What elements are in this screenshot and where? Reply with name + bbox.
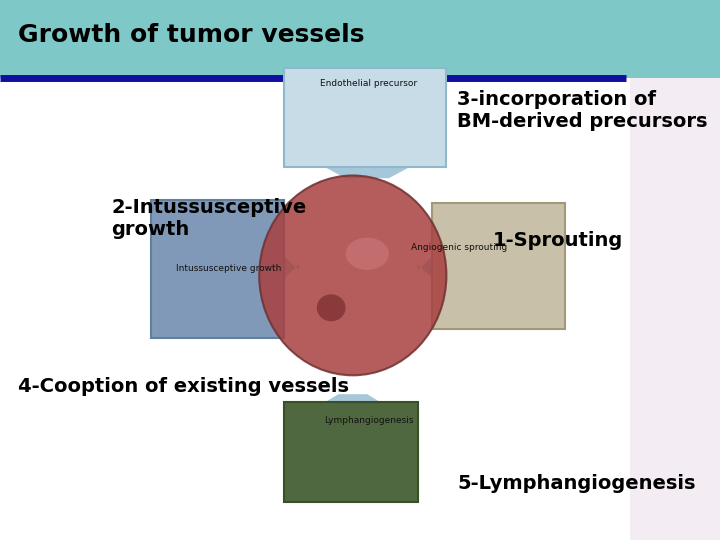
Text: Growth of tumor vessels: Growth of tumor vessels [18, 23, 364, 47]
Ellipse shape [346, 238, 389, 270]
Bar [630, 78, 720, 540]
Text: Lymphangiogenesis: Lymphangiogenesis [324, 416, 413, 424]
FancyBboxPatch shape [151, 200, 284, 338]
FancyBboxPatch shape [284, 402, 418, 502]
Polygon shape [320, 394, 385, 405]
Polygon shape [320, 165, 414, 178]
Text: Intussusceptive growth: Intussusceptive growth [176, 265, 282, 273]
Bar [0, 0, 720, 78]
FancyBboxPatch shape [432, 202, 565, 329]
Ellipse shape [259, 176, 446, 375]
Text: 1-Sprouting: 1-Sprouting [493, 231, 624, 250]
Polygon shape [418, 254, 436, 281]
Text: 3-incorporation of
BM-derived precursors: 3-incorporation of BM-derived precursors [457, 90, 708, 131]
Polygon shape [281, 254, 299, 281]
FancyBboxPatch shape [284, 68, 446, 167]
Text: Angiogenic sprouting: Angiogenic sprouting [411, 243, 508, 252]
Text: 5-Lymphangiogenesis: 5-Lymphangiogenesis [457, 474, 696, 493]
Text: 4-Cooption of existing vessels: 4-Cooption of existing vessels [18, 376, 349, 396]
Text: Endothelial precursor: Endothelial precursor [320, 79, 417, 88]
Ellipse shape [317, 294, 346, 321]
Text: 2-Intussusceptive
growth: 2-Intussusceptive growth [112, 198, 307, 239]
